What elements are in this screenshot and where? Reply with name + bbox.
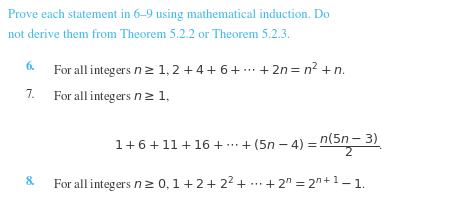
Text: For all integers $n \geq 1$, $2+4+6+\cdots+2n = n^2+n$.: For all integers $n \geq 1$, $2+4+6+\cdo… <box>53 61 346 80</box>
Text: 7.: 7. <box>26 89 35 101</box>
Text: 6.: 6. <box>26 61 35 73</box>
Text: For all integers $n \geq 1$,: For all integers $n \geq 1$, <box>53 89 170 105</box>
Text: Prove each statement in 6–9 using mathematical induction. Do: Prove each statement in 6–9 using mathem… <box>8 9 330 21</box>
Text: not derive them from Theorem 5.2.2 or Theorem 5.2.3.: not derive them from Theorem 5.2.2 or Th… <box>8 29 291 41</box>
Text: 8.: 8. <box>26 175 35 187</box>
Text: For all integers $n \geq 0$, $1+2+2^2+\cdots+2^n = 2^{n+1}-1$.: For all integers $n \geq 0$, $1+2+2^2+\c… <box>53 175 367 194</box>
Text: $1+6+11+16+\cdots+(5n-4) = \dfrac{n(5n-3)}{2}$.: $1+6+11+16+\cdots+(5n-4) = \dfrac{n(5n-3… <box>114 130 383 158</box>
